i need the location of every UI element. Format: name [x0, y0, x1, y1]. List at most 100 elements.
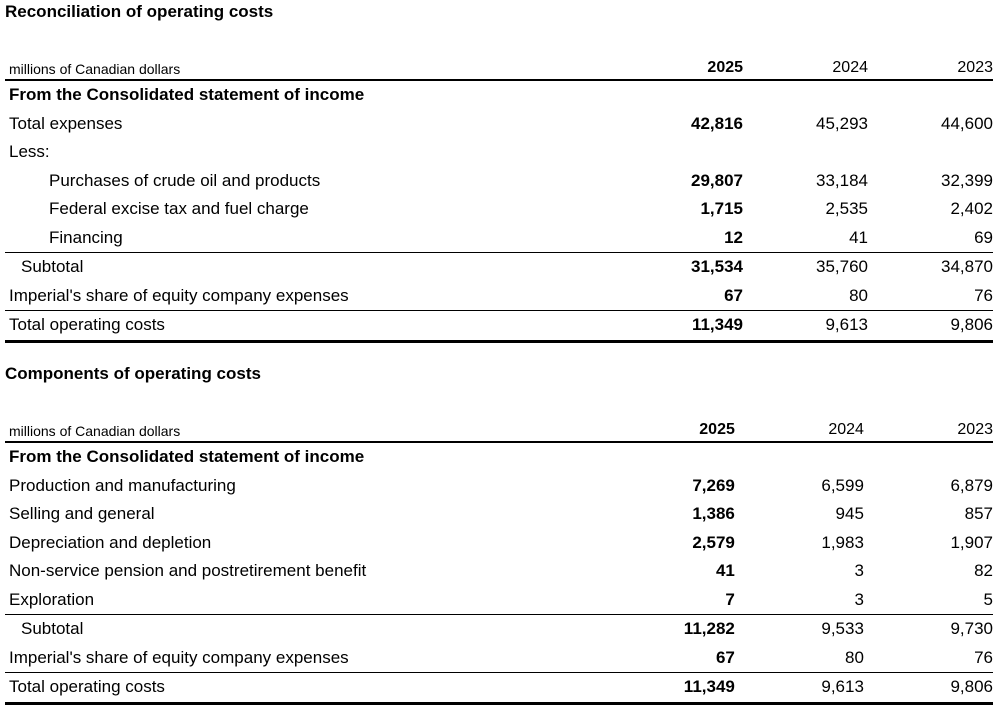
row-value: 5	[983, 589, 993, 609]
table-row: Production and manufacturing 7,269 6,599 6,…	[5, 472, 993, 501]
row-value: 67	[715, 647, 735, 667]
row-value: 2,579	[692, 532, 735, 552]
row-label: Subtotal	[5, 614, 518, 644]
header-row: millions of Canadian dollars 2025 2024 2023	[5, 53, 993, 81]
year-header: 2024	[734, 415, 864, 443]
row-value: 41	[849, 227, 868, 247]
row-value: 32,399	[941, 170, 993, 190]
row-value	[868, 138, 993, 167]
table-row: Purchases of crude oil and products 29,80…	[5, 167, 993, 196]
row-label: Subtotal	[5, 252, 535, 282]
row-value: 80	[849, 285, 868, 305]
row-value: 11,349	[517, 672, 735, 705]
row-value: 11,282	[517, 614, 735, 644]
row-label: Imperial's share of equity company expen…	[9, 285, 349, 305]
row-label: From the Consolidated statement of incom…	[9, 447, 365, 467]
row-value: 9,730	[863, 614, 993, 644]
row-label: Purchases of crude oil and products	[49, 170, 321, 190]
row-value: 6,879	[950, 475, 993, 495]
table-row: Total operating costs 11,349 9,613 9,806	[5, 672, 993, 705]
row-value: 7,269	[692, 475, 735, 495]
table-row: Total operating costs 11,349 9,613 9,806	[5, 310, 993, 343]
table-row: Total expenses 42,816 45,293 44,600	[5, 110, 993, 139]
row-value: 67	[724, 285, 744, 305]
row-value: 82	[974, 561, 993, 581]
header-row: millions of Canadian dollars 2025 2024 2023	[5, 415, 993, 443]
row-label: Federal excise tax and fuel charge	[49, 199, 309, 219]
row-value: 76	[974, 647, 993, 667]
row-value: 9,533	[734, 614, 864, 644]
row-label: From the Consolidated statement of incom…	[9, 85, 365, 105]
row-value: 29,807	[691, 170, 744, 190]
year-header: 2025	[534, 53, 744, 81]
row-value: 6,599	[821, 475, 864, 495]
components-table: millions of Canadian dollars 2025 2024 2023…	[5, 415, 993, 705]
table-row: Subtotal 31,534 35,760 34,870	[5, 252, 993, 282]
row-value: 3	[854, 589, 864, 609]
row-value: 3	[854, 561, 864, 581]
table-title: Components of operating costs	[5, 364, 261, 383]
row-value: 41	[715, 561, 735, 581]
table-title: Reconciliation of operating costs	[5, 2, 274, 21]
row-value	[535, 80, 743, 110]
row-value: 857	[964, 504, 993, 524]
year-header: 2023	[863, 415, 993, 443]
row-value: 945	[835, 504, 864, 524]
row-label: Total operating costs	[5, 672, 518, 705]
table-row: From the Consolidated statement of incom…	[5, 442, 993, 472]
row-value: 1,907	[950, 532, 993, 552]
table-row: Exploration 7 3 5	[5, 586, 993, 615]
row-value: 42,816	[691, 113, 744, 133]
row-value: 76	[974, 285, 993, 305]
row-value: 31,534	[534, 252, 744, 282]
row-value: 45,293	[815, 113, 868, 133]
row-value	[518, 442, 735, 472]
row-value: 44,600	[941, 113, 993, 133]
row-value	[735, 442, 864, 472]
unit-label: millions of Canadian dollars	[5, 415, 518, 443]
row-value: 35,760	[743, 252, 868, 282]
row-label: Less:	[9, 142, 50, 162]
row-value: 9,806	[863, 672, 993, 705]
table-row: Selling and general 1,386 945 857	[5, 500, 993, 529]
row-value	[743, 138, 868, 167]
row-value: 69	[974, 227, 993, 247]
row-value: 1,386	[692, 504, 735, 524]
table-row: Subtotal 11,282 9,533 9,730	[5, 614, 993, 644]
row-value: 9,613	[734, 672, 864, 705]
row-value: 80	[844, 647, 864, 667]
row-value	[864, 442, 993, 472]
table-row: Federal excise tax and fuel charge 1,715 2…	[5, 195, 993, 224]
row-label: Total expenses	[9, 113, 123, 133]
row-value: 2,535	[825, 199, 868, 219]
table-row: Imperial's share of equity company expen…	[5, 644, 993, 673]
table-row: Non-service pension and postretirement b…	[5, 557, 993, 586]
row-label: Imperial's share of equity company expen…	[9, 647, 349, 667]
row-label: Depreciation and depletion	[9, 532, 212, 552]
row-value: 11,349	[534, 310, 744, 343]
row-label: Selling and general	[9, 504, 155, 524]
row-label: Non-service pension and postretirement b…	[9, 561, 367, 581]
row-label: Financing	[49, 227, 123, 247]
table-row: Less:	[5, 138, 993, 167]
row-label: Total operating costs	[5, 310, 535, 343]
table-row: Financing 12 41 69	[5, 224, 993, 253]
row-value	[535, 138, 743, 167]
row-value: 1,715	[700, 199, 744, 219]
row-value: 9,806	[867, 310, 993, 343]
unit-label: millions of Canadian dollars	[5, 53, 535, 81]
row-value: 12	[724, 227, 744, 247]
row-value: 7	[725, 589, 735, 609]
row-value	[743, 80, 868, 110]
row-label: Production and manufacturing	[9, 475, 236, 495]
year-header: 2024	[743, 53, 868, 81]
year-header: 2023	[867, 53, 993, 81]
row-value: 34,870	[867, 252, 993, 282]
row-label: Exploration	[9, 589, 95, 609]
table-row: From the Consolidated statement of incom…	[5, 80, 993, 110]
row-value: 33,184	[815, 170, 868, 190]
row-value: 2,402	[950, 199, 993, 219]
table-row: Imperial's share of equity company expen…	[5, 282, 993, 311]
row-value: 1,983	[821, 532, 864, 552]
row-value	[868, 80, 993, 110]
